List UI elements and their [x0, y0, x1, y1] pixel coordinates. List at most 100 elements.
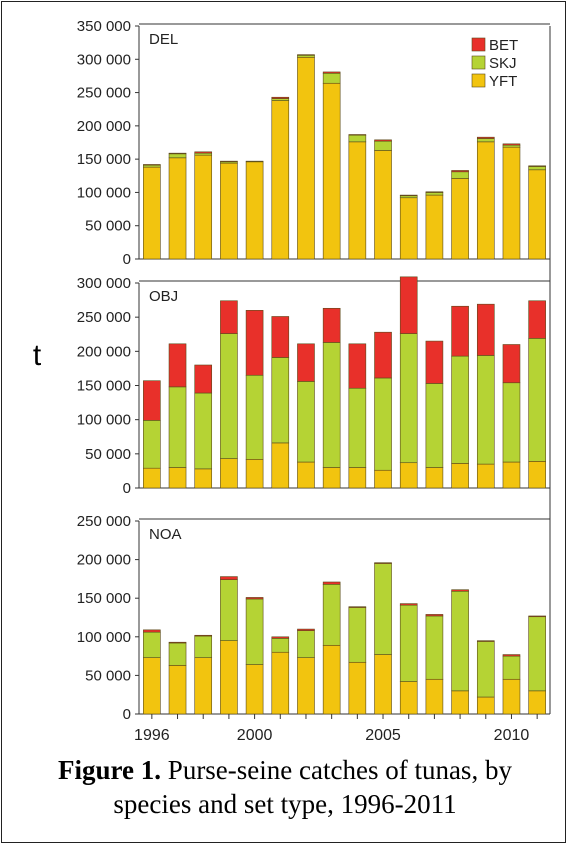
bar-obj-skj-1999 — [220, 333, 238, 459]
bar-obj-skj-2000 — [245, 374, 264, 460]
bar-del-yft-1997 — [168, 157, 187, 260]
bar-obj-bet-2008 — [451, 305, 469, 357]
bar-obj-bet-2000 — [245, 310, 264, 376]
y-tick-label: 0 — [123, 480, 131, 497]
bar-del-bet-2008 — [451, 170, 469, 173]
bar-del-bet-1996 — [143, 164, 161, 166]
y-tick-label: 50 000 — [85, 218, 131, 235]
y-tick-label: 0 — [123, 706, 131, 723]
legend-swatch-bet — [471, 37, 486, 52]
bar-del-bet-2002 — [297, 54, 315, 56]
bar-noa-skj-1998 — [194, 635, 213, 658]
bar-del-bet-2011 — [528, 165, 546, 167]
bar-obj-skj-2008 — [451, 355, 469, 464]
bar-del-bet-1998 — [194, 151, 213, 154]
bar-obj-bet-2005 — [374, 331, 392, 379]
bar-noa-bet-2010 — [502, 654, 521, 657]
bar-del-bet-2009 — [476, 136, 495, 139]
bar-obj-bet-2004 — [348, 343, 367, 389]
x-tick-label-1996: 1996 — [134, 727, 170, 744]
bar-del-skj-2011 — [528, 166, 546, 171]
bar-noa-bet-2001 — [271, 636, 290, 639]
bar-noa-bet-1998 — [194, 634, 213, 637]
bar-noa-bet-2000 — [245, 597, 264, 600]
y-tick-label: 100 000 — [77, 629, 131, 646]
bar-noa-skj-2005 — [374, 563, 392, 655]
y-tick-label: 50 000 — [85, 667, 131, 684]
y-tick-label: 200 000 — [77, 118, 131, 135]
bar-del-yft-2000 — [245, 161, 264, 260]
bar-noa-bet-2002 — [297, 628, 315, 631]
y-tick-label: 300 000 — [77, 51, 131, 68]
legend-label-skj: SKJ — [489, 55, 517, 72]
bar-noa-bet-2003 — [322, 581, 341, 585]
bar-obj-yft-1998 — [194, 468, 213, 489]
bar-obj-skj-2005 — [374, 377, 392, 471]
bar-noa-skj-2008 — [451, 590, 469, 692]
bar-obj-yft-2011 — [528, 461, 546, 489]
bar-obj-skj-2002 — [297, 381, 315, 463]
bar-del-yft-1998 — [194, 154, 213, 260]
bar-del-skj-2007 — [425, 192, 444, 196]
y-tick-label: 200 000 — [77, 552, 131, 569]
bar-obj-skj-2006 — [399, 333, 418, 464]
bar-noa-skj-2000 — [245, 598, 264, 665]
y-tick-label: 250 000 — [77, 309, 131, 326]
bar-noa-yft-2002 — [297, 657, 315, 715]
panel-label-noa: NOA — [149, 526, 182, 543]
bar-obj-bet-2002 — [297, 343, 315, 382]
bar-del-skj-1997 — [168, 153, 187, 159]
bar-del-bet-1997 — [168, 152, 187, 155]
x-tick-label-2005: 2005 — [365, 727, 401, 744]
bar-obj-bet-2001 — [271, 316, 290, 358]
bar-obj-skj-1998 — [194, 392, 213, 470]
bar-noa-yft-2010 — [502, 678, 521, 715]
bar-noa-yft-2009 — [476, 696, 495, 715]
bar-del-skj-2004 — [348, 134, 367, 143]
y-tick-label: 350 000 — [77, 18, 131, 35]
bar-noa-skj-2007 — [425, 615, 444, 680]
bar-del-skj-2008 — [451, 171, 469, 179]
bar-obj-bet-1996 — [143, 380, 161, 421]
caption-text: Purse-seine catches of tunas, by species… — [113, 755, 512, 819]
bar-noa-skj-2004 — [348, 607, 367, 663]
bar-del-yft-1996 — [143, 166, 161, 260]
bar-obj-skj-2001 — [271, 357, 290, 444]
bar-obj-yft-2002 — [297, 461, 315, 489]
y-tick-label: 100 000 — [77, 412, 131, 429]
bar-obj-skj-2003 — [322, 342, 341, 468]
bar-noa-skj-2003 — [322, 584, 341, 646]
bar-noa-skj-2011 — [528, 616, 546, 692]
bar-obj-yft-2000 — [245, 458, 264, 489]
bar-del-yft-2001 — [271, 100, 290, 260]
bar-obj-bet-1999 — [220, 300, 238, 334]
bar-obj-yft-2009 — [476, 463, 495, 489]
y-tick-label: 250 000 — [77, 85, 131, 102]
bar-noa-yft-2005 — [374, 654, 392, 715]
bar-noa-bet-2011 — [528, 615, 546, 618]
bar-noa-yft-1998 — [194, 657, 213, 715]
bar-del-bet-1999 — [220, 160, 238, 163]
y-tick-label: 0 — [123, 251, 131, 268]
bar-noa-yft-2011 — [528, 690, 546, 715]
bar-del-skj-2003 — [322, 72, 341, 84]
bar-obj-skj-2010 — [502, 382, 521, 463]
bar-obj-skj-2004 — [348, 387, 367, 468]
bar-noa-yft-2001 — [271, 651, 290, 715]
bar-del-yft-2011 — [528, 169, 546, 260]
bar-obj-yft-2008 — [451, 463, 469, 489]
bar-noa-skj-1999 — [220, 579, 238, 641]
bar-noa-yft-2006 — [399, 681, 418, 715]
bar-obj-yft-2003 — [322, 467, 341, 489]
figure-caption: Figure 1. Purse-seine catches of tunas, … — [30, 753, 540, 821]
panel-label-obj: OBJ — [149, 288, 178, 305]
bar-obj-skj-2007 — [425, 383, 444, 468]
bar-del-yft-2005 — [374, 150, 392, 260]
legend-swatch-yft — [471, 73, 486, 88]
bar-noa-yft-2000 — [245, 664, 264, 715]
bar-noa-bet-2007 — [425, 614, 444, 617]
bar-obj-bet-2007 — [425, 340, 444, 384]
bar-noa-bet-1997 — [168, 641, 187, 644]
bar-del-bet-2010 — [502, 143, 521, 146]
bar-del-bet-2005 — [374, 139, 392, 142]
